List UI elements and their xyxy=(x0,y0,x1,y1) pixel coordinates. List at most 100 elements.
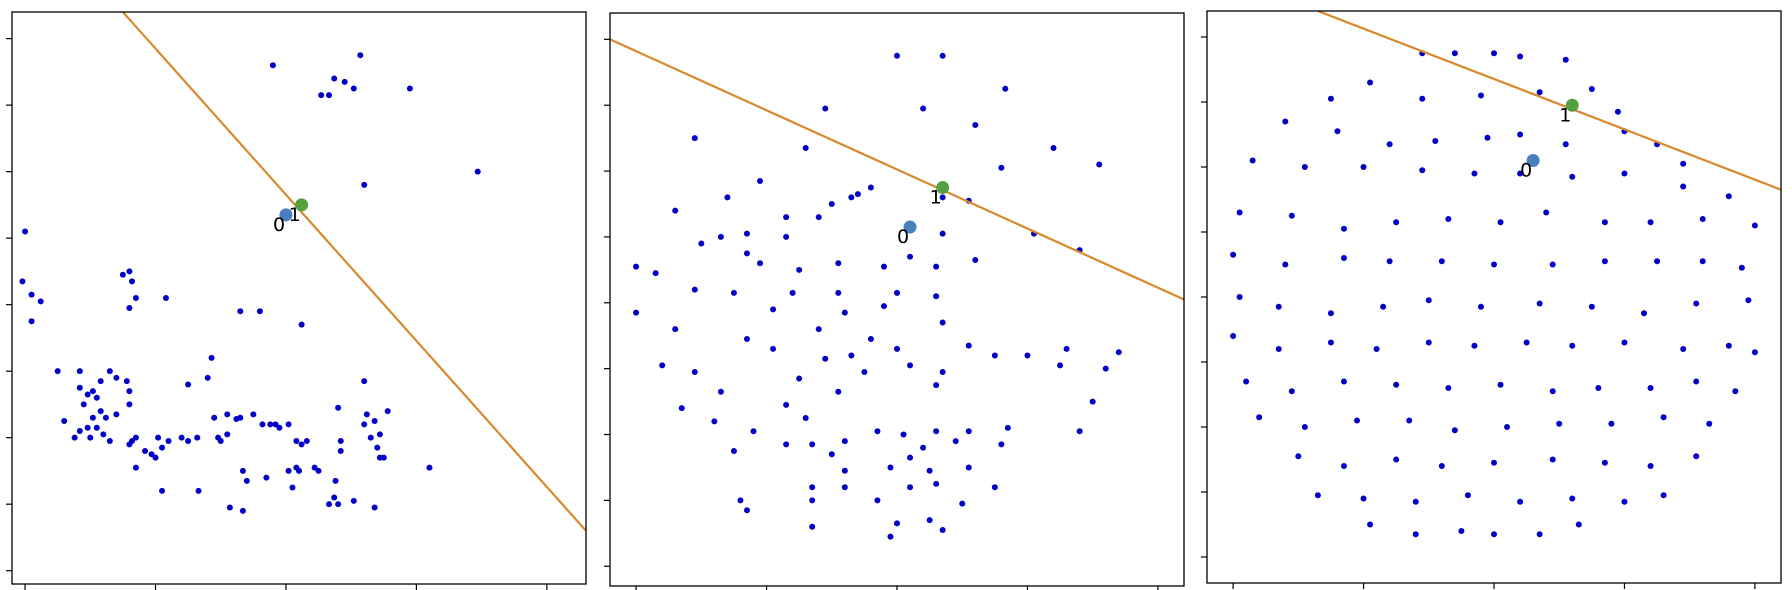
data-point xyxy=(1373,346,1380,352)
data-point xyxy=(239,507,246,514)
data-point xyxy=(743,507,750,514)
data-point xyxy=(678,405,685,412)
data-point xyxy=(1706,420,1713,427)
data-point xyxy=(757,177,764,184)
data-point xyxy=(1595,385,1602,391)
data-point xyxy=(848,194,855,201)
data-point xyxy=(1536,531,1543,538)
data-point xyxy=(155,434,162,441)
data-point xyxy=(1419,95,1426,102)
data-point xyxy=(939,368,946,375)
data-point xyxy=(1621,170,1628,177)
scatter-panel-right: 01 xyxy=(1201,10,1782,589)
data-point xyxy=(28,318,35,325)
data-point xyxy=(293,464,300,471)
data-point xyxy=(1621,498,1628,505)
data-point xyxy=(298,321,305,328)
data-point xyxy=(1288,388,1295,395)
data-point xyxy=(1491,261,1497,268)
highlight-point-0 xyxy=(903,220,917,234)
highlight-label-0: 0 xyxy=(273,214,285,236)
data-point xyxy=(293,438,300,444)
data-point xyxy=(737,497,744,504)
data-point xyxy=(1340,378,1347,385)
data-point xyxy=(239,467,246,474)
data-point xyxy=(1334,128,1341,135)
data-point xyxy=(1517,498,1524,505)
highlight-point-0 xyxy=(1526,154,1540,167)
data-point xyxy=(276,424,283,431)
plot-frame xyxy=(609,12,1185,587)
data-point xyxy=(335,404,342,411)
data-point xyxy=(1738,264,1745,271)
data-point xyxy=(37,298,44,305)
data-point xyxy=(672,326,679,333)
data-point xyxy=(1275,346,1282,352)
data-point xyxy=(129,278,136,285)
data-point xyxy=(289,484,296,491)
data-point xyxy=(1660,414,1667,421)
data-point xyxy=(272,421,279,428)
data-point xyxy=(633,263,640,270)
data-point xyxy=(939,319,946,326)
data-point xyxy=(907,454,914,461)
data-point xyxy=(1549,388,1556,395)
data-point xyxy=(371,504,378,511)
data-point xyxy=(226,504,233,511)
data-point xyxy=(1412,498,1419,505)
data-point xyxy=(757,260,764,267)
data-point xyxy=(1614,108,1621,115)
data-point xyxy=(54,368,61,375)
data-point xyxy=(972,256,979,263)
data-point xyxy=(998,164,1005,171)
data-point xyxy=(1438,463,1445,469)
data-point xyxy=(361,181,368,188)
data-point xyxy=(880,263,887,270)
highlight-point-0 xyxy=(279,208,293,222)
data-point xyxy=(119,271,126,278)
data-point xyxy=(298,441,305,448)
data-point xyxy=(315,467,322,474)
data-point xyxy=(1340,225,1347,232)
data-point xyxy=(384,408,391,415)
data-point xyxy=(1354,417,1361,424)
data-point xyxy=(991,484,998,491)
data-point xyxy=(698,240,705,247)
data-point xyxy=(1680,183,1687,190)
highlight-label-1: 1 xyxy=(289,204,301,226)
data-point xyxy=(1386,141,1393,148)
data-point xyxy=(965,464,972,471)
data-point xyxy=(1438,258,1445,265)
data-point xyxy=(939,52,946,59)
highlight-label-0: 0 xyxy=(897,226,909,248)
data-point xyxy=(926,517,933,524)
data-point xyxy=(350,497,357,504)
data-point xyxy=(1601,219,1608,226)
highlight-label-1: 1 xyxy=(1559,104,1571,126)
data-point xyxy=(126,268,133,275)
data-point xyxy=(633,309,640,316)
data-point xyxy=(84,424,91,431)
data-point xyxy=(1360,495,1367,502)
data-point xyxy=(1601,258,1608,265)
data-point xyxy=(332,477,339,484)
data-point xyxy=(224,411,231,418)
data-point xyxy=(1295,453,1302,460)
data-point xyxy=(867,184,874,191)
data-point xyxy=(331,494,338,501)
data-point xyxy=(717,233,724,240)
data-point xyxy=(861,368,868,375)
data-point xyxy=(730,447,737,454)
data-point xyxy=(1477,303,1484,310)
data-point xyxy=(1693,378,1700,385)
data-point xyxy=(770,306,777,313)
data-point xyxy=(652,270,659,277)
data-point xyxy=(841,484,848,491)
data-point xyxy=(123,378,130,385)
data-point xyxy=(132,295,139,301)
data-point xyxy=(126,388,133,395)
data-point xyxy=(159,487,166,494)
data-point xyxy=(1393,219,1400,226)
data-point xyxy=(1556,420,1563,427)
